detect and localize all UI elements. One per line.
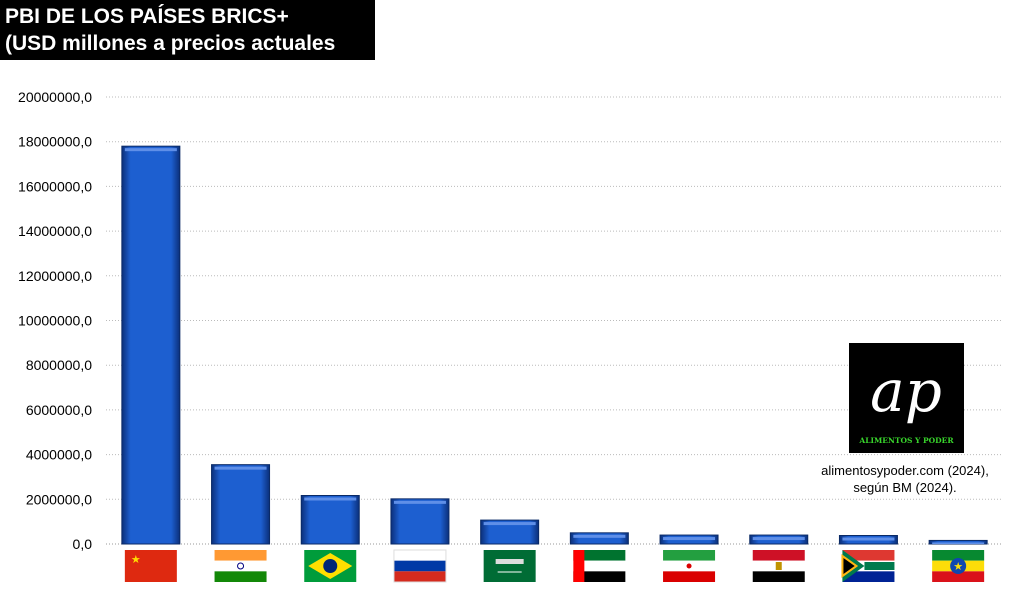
chart-title: PBI DE LOS PAÍSES BRICS+ (USD millones a…	[0, 0, 375, 82]
source-line-1: alimentosypoder.com (2024),	[821, 463, 989, 478]
bar-highlight	[842, 537, 895, 541]
flag-arabia-saudita	[483, 550, 536, 582]
y-tick-label: 4000000,0	[26, 447, 92, 463]
bar-highlight	[304, 497, 357, 501]
y-tick-label: 12000000,0	[18, 268, 92, 284]
y-tick-label: 6000000,0	[26, 402, 92, 418]
bar-arabia-saudita	[480, 519, 540, 545]
logo: ap ALIMENTOS Y PODER	[849, 343, 964, 453]
flag-brasil	[304, 550, 357, 582]
bar-highlight	[573, 534, 626, 538]
bar-highlight	[214, 466, 267, 470]
flag-etiopía: ★	[932, 550, 985, 582]
subtitle-line: (USD millones a precios actuales 2023)	[5, 32, 336, 82]
bar-highlight	[663, 537, 716, 541]
flag-india	[214, 550, 267, 582]
flag-emiratos-árabes-unidos	[573, 550, 626, 582]
y-tick-label: 10000000,0	[18, 313, 92, 329]
bar-rusia	[390, 498, 450, 545]
flag-rusia	[393, 549, 447, 583]
flag-sudáfrica	[841, 550, 895, 582]
bar-highlight	[932, 542, 985, 544]
svg-text:★: ★	[953, 561, 963, 573]
bar-highlight	[393, 500, 446, 504]
flag-irán	[663, 550, 716, 582]
source-line-2: según BM (2024).	[853, 480, 957, 495]
y-tick-label: 20000000,0	[18, 89, 92, 105]
ap-logo-mark: ap	[870, 357, 942, 425]
svg-text:ap: ap	[870, 357, 942, 425]
y-tick-label: 16000000,0	[18, 178, 92, 194]
bar-brasil	[300, 495, 360, 545]
y-tick-label: 0,0	[73, 536, 93, 552]
flag-china: ★	[124, 550, 177, 582]
bar-china	[121, 145, 181, 545]
bar-highlight	[124, 148, 177, 152]
bar-emiratos-árabes-unidos	[569, 532, 629, 545]
y-tick-label: 2000000,0	[26, 491, 92, 507]
bar-highlight	[752, 537, 805, 541]
svg-text:★: ★	[131, 554, 141, 566]
title-line: PBI DE LOS PAÍSES BRICS+	[5, 5, 289, 28]
y-tick-label: 8000000,0	[26, 357, 92, 373]
bar-highlight	[483, 522, 536, 526]
logo-text: ALIMENTOS Y PODER	[859, 436, 954, 445]
flag-egipto	[752, 550, 805, 582]
y-tick-label: 14000000,0	[18, 223, 92, 239]
y-tick-label: 18000000,0	[18, 134, 92, 150]
bar-india	[211, 464, 271, 545]
source-note: alimentosypoder.com (2024), según BM (20…	[800, 462, 1010, 496]
